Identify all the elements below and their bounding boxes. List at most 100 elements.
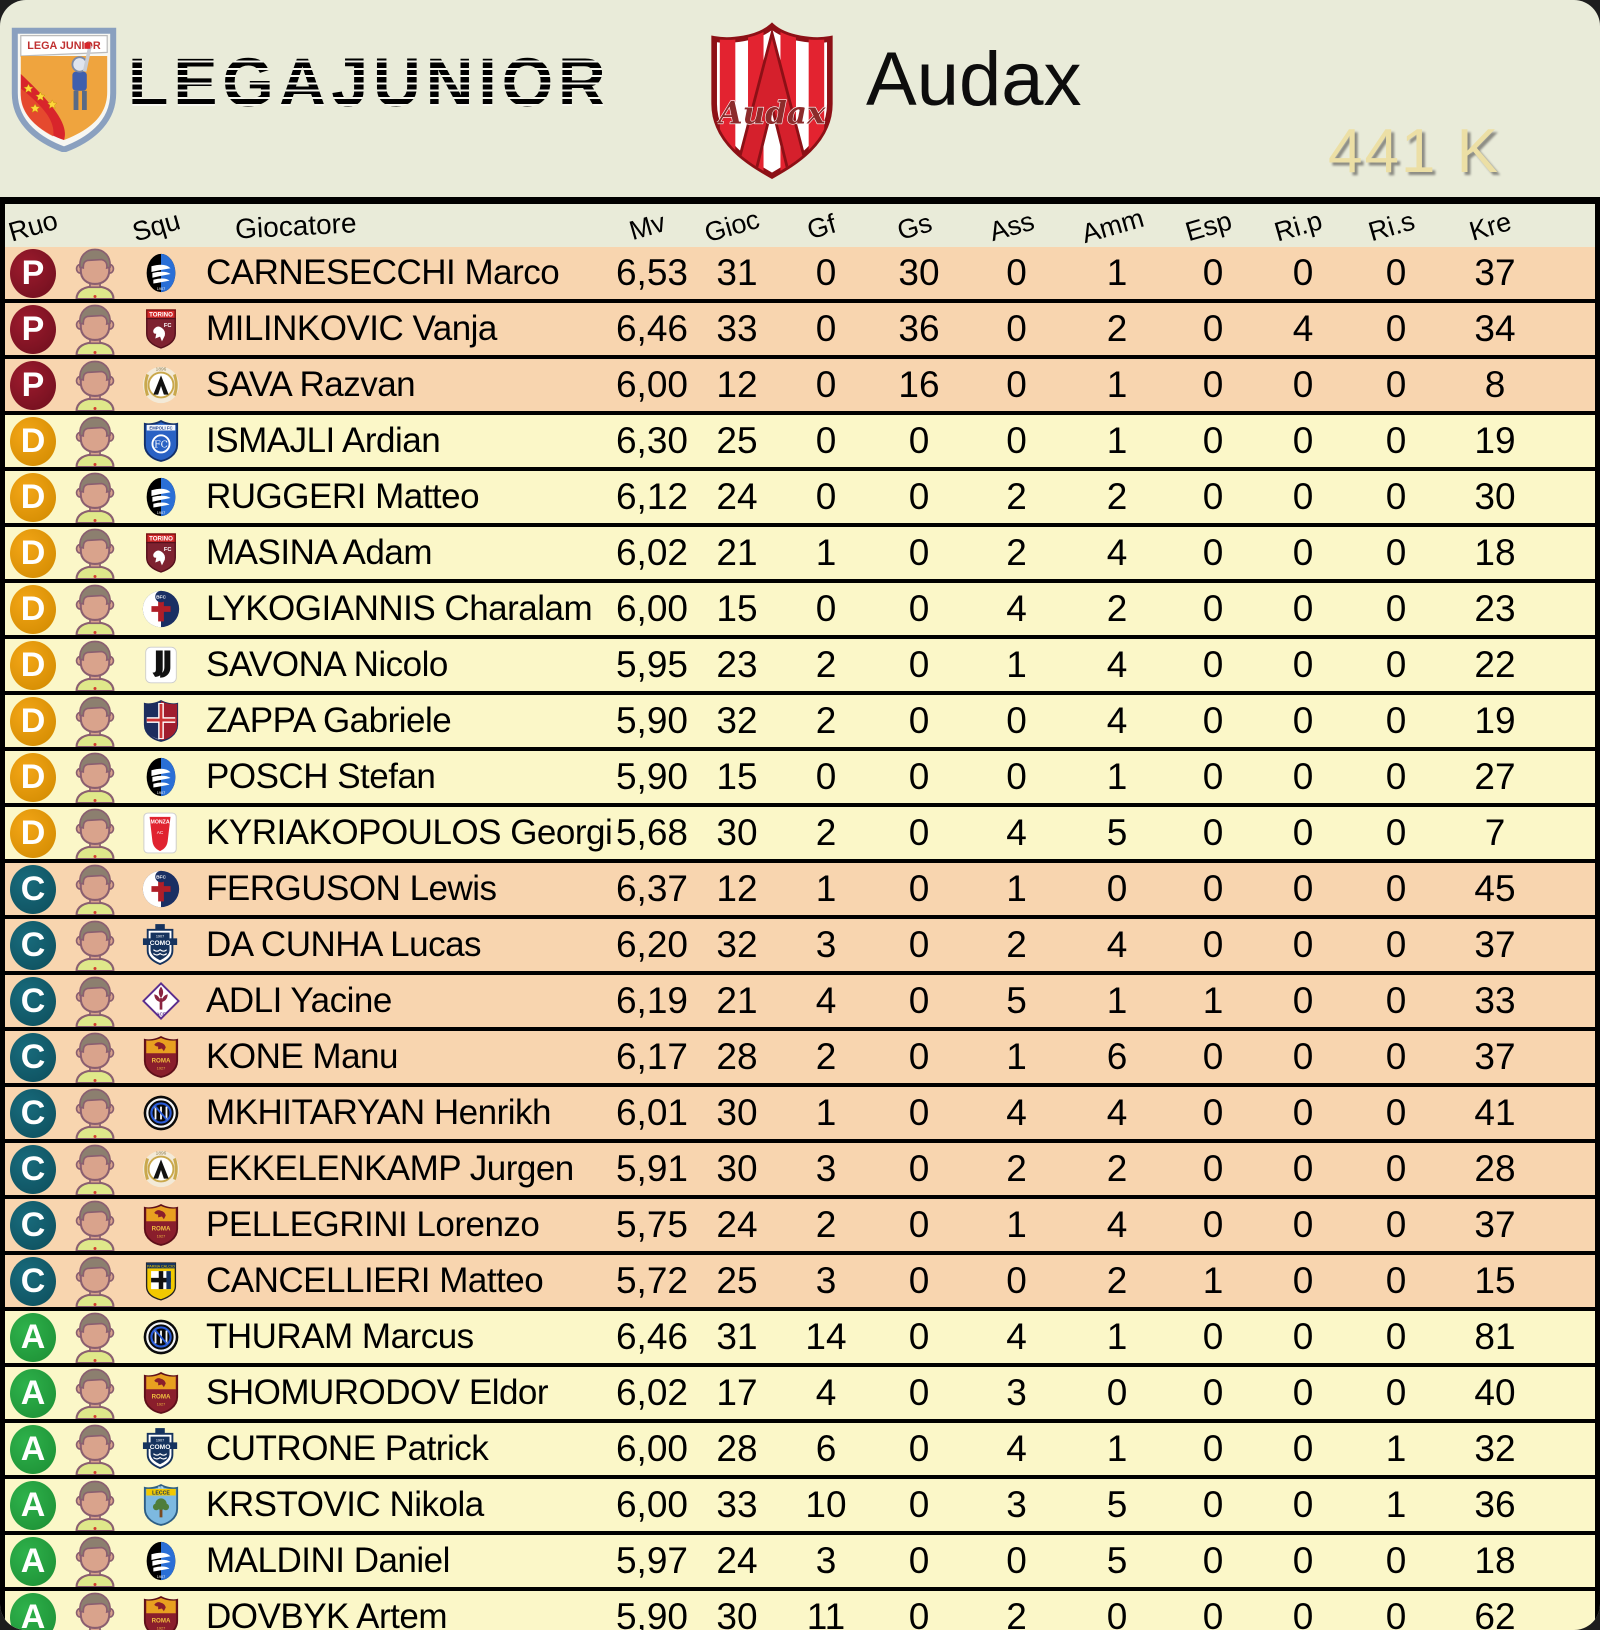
player-avatar-icon <box>60 1031 130 1083</box>
juventus-crest-icon <box>130 639 192 691</box>
stat-ris: 1 <box>1385 1484 1407 1525</box>
svg-text:1907: 1907 <box>157 511 165 515</box>
stat-gs: 0 <box>908 868 930 909</box>
table-row[interactable]: D 1907 POSCH Stefan 5,90 15 0 0 0 1 0 0 0 27 <box>5 747 1595 803</box>
stat-mv: 6,00 <box>615 588 688 629</box>
table-row[interactable]: C ROMA 1927 KONE Manu 6,17 28 2 0 1 6 0 0 0 37 <box>5 1027 1595 1083</box>
svg-text:COMO: COMO <box>150 1444 171 1451</box>
stat-ass: 0 <box>1006 308 1027 349</box>
player-avatar-icon <box>60 1255 130 1307</box>
stat-kre: 45 <box>1474 868 1516 909</box>
role-badge-a: A <box>10 1592 56 1630</box>
stat-kre: 27 <box>1474 756 1516 797</box>
table-row[interactable]: C ROMA 1927 PELLEGRINI Lorenzo 5,75 24 2 0 1 4 0 0… <box>5 1195 1595 1251</box>
table-row[interactable]: C 1907 COMO DA CUNHA Lucas 6,20 32 3 0 2 4 0 0 0 37 <box>5 915 1595 971</box>
stat-esp: 0 <box>1202 1204 1224 1245</box>
col-end-spacer <box>1547 204 1595 247</box>
stat-gf: 4 <box>815 1372 837 1413</box>
stat-gf: 0 <box>815 588 837 629</box>
stat-mv: 5,90 <box>615 700 688 741</box>
stat-ris: 0 <box>1385 364 1407 405</box>
svg-text:ROMA: ROMA <box>152 1226 171 1233</box>
torino-crest-icon: TORINO FC <box>130 527 192 579</box>
table-row[interactable]: C PARMA CALCIO CANCELLIERI Matteo 5,72 25 3 0… <box>5 1251 1595 1307</box>
role-cell: C <box>5 1200 60 1250</box>
stat-amm: 2 <box>1106 308 1128 349</box>
table-row[interactable]: A LECCE U.S. KRSTOVIC Nikola 6,00 33 10 0 3 5 0 0 1… <box>5 1475 1595 1531</box>
table-row[interactable]: C 1896 EKKELENKAMP Jurgen 5,91 30 3 0 2 2 0 0 0 28 <box>5 1139 1595 1195</box>
stat-gs: 0 <box>908 532 930 573</box>
stat-esp: 0 <box>1202 1036 1224 1077</box>
stat-rip: 0 <box>1292 980 1314 1021</box>
stat-gs: 0 <box>908 1204 930 1245</box>
table-row[interactable]: D ZAPPA Gabriele 5,90 32 2 0 0 4 0 0 0 19 <box>5 691 1595 747</box>
stat-rip: 0 <box>1292 1260 1314 1301</box>
stat-rip: 0 <box>1292 252 1314 293</box>
player-name: MALDINI Daniel <box>206 1541 450 1580</box>
player-name: ISMAJLI Ardian <box>206 421 441 460</box>
stat-gf: 0 <box>815 308 837 349</box>
stat-gioc: 30 <box>716 1092 758 1133</box>
stat-mv: 5,97 <box>615 1540 688 1581</box>
table-row[interactable]: A ROMA 1927 DOVBYK Artem 5,90 30 11 0 2 0 0 0 0 62 <box>5 1587 1595 1630</box>
role-cell: C <box>5 864 60 914</box>
audax-crest-icon: Audax <box>708 22 836 185</box>
player-avatar-icon <box>60 415 130 467</box>
table-row[interactable]: D EMPOLI FC FC ISMAJLI Ardian 6,30 25 0 0 0 1 0 0 0… <box>5 411 1595 467</box>
table-row[interactable]: A 1907 COMO CUTRONE Patrick 6,00 28 6 0 4 1 0 0 1 32 <box>5 1419 1595 1475</box>
stat-amm: 4 <box>1106 924 1128 965</box>
col-ass: Ass <box>985 205 1038 248</box>
table-row[interactable]: D 1907 RUGGERI Matteo 6,12 24 0 0 2 2 0 0 0 30 <box>5 467 1595 523</box>
table-row[interactable]: P 1896 SAVA Razvan 6,00 12 0 16 0 1 0 0 0 8 <box>5 355 1595 411</box>
stat-gs: 0 <box>908 588 930 629</box>
table-row[interactable]: A ROMA 1927 SHOMURODOV Eldor 6,02 17 4 0 3 0 0 0 0 4… <box>5 1363 1595 1419</box>
table-row[interactable]: D BFC LYKOGIANNIS Charalam 6,00 15 0 0 4 2 0 0 0 23 <box>5 579 1595 635</box>
role-badge-a: A <box>10 1480 56 1530</box>
role-badge-c: C <box>10 1256 56 1306</box>
player-avatar-icon <box>60 807 130 859</box>
table-row[interactable]: A THURAM Marcus 6,46 31 14 0 4 1 0 0 0 81 <box>5 1307 1595 1363</box>
stat-rip: 0 <box>1292 532 1314 573</box>
stat-gioc: 30 <box>716 1148 758 1189</box>
stat-ass: 1 <box>1006 1036 1027 1077</box>
stat-gs: 0 <box>908 644 930 685</box>
player-avatar-icon <box>60 639 130 691</box>
table-row[interactable]: C BFC FERGUSON Lewis 6,37 12 1 0 1 0 0 0 0 45 <box>5 859 1595 915</box>
stat-ass: 2 <box>1006 1596 1027 1630</box>
stat-mv: 6,12 <box>615 476 688 517</box>
stat-gs: 0 <box>908 924 930 965</box>
svg-text:ACF: ACF <box>156 1011 166 1017</box>
stat-gf: 4 <box>815 980 837 1021</box>
stat-ris: 0 <box>1385 980 1407 1021</box>
svg-text:1927: 1927 <box>157 1066 165 1070</box>
table-row[interactable]: C ACF ADLI Yacine 6,19 21 4 0 5 1 1 0 0 33 <box>5 971 1595 1027</box>
table-row[interactable]: D TORINO FC MASINA Adam 6,02 21 1 0 2 4 0 0 0 18 <box>5 523 1595 579</box>
stat-kre: 81 <box>1474 1316 1516 1357</box>
stat-gf: 0 <box>815 756 837 797</box>
col-squ: Squ <box>129 205 184 248</box>
table-row[interactable]: D SAVONA Nicolo 5,95 23 2 0 1 4 0 0 0 22 <box>5 635 1595 691</box>
role-cell: A <box>5 1368 60 1418</box>
stat-gf: 2 <box>815 812 837 853</box>
svg-text:ROMA: ROMA <box>152 1058 171 1065</box>
svg-text:1907: 1907 <box>157 1575 165 1579</box>
table-row[interactable]: A 1907 MALDINI Daniel 5,97 24 3 0 0 5 0 0 0 18 <box>5 1531 1595 1587</box>
stat-mv: 6,17 <box>615 1036 688 1077</box>
stat-gs: 0 <box>908 812 930 853</box>
stat-ass: 3 <box>1006 1484 1027 1525</box>
table-row[interactable]: D MONZA AC KYRIAKOPOULOS Georgi 5,68 30 2 0 4 5 0… <box>5 803 1595 859</box>
role-cell: C <box>5 1256 60 1306</box>
col-gs: Gs <box>893 207 936 246</box>
stat-mv: 6,46 <box>615 1316 688 1357</box>
table-row[interactable]: C MKHITARYAN Henrikh 6,01 30 1 0 4 4 0 0 0 41 <box>5 1083 1595 1139</box>
table-row[interactable]: P 1907 CARNESECCHI Marco 6,53 31 0 30 0 1 0 0 0 37 <box>5 247 1595 299</box>
como-crest-icon: 1907 COMO <box>130 919 192 971</box>
table-row[interactable]: P TORINO FC MILINKOVIC Vanja 6,46 33 0 36 0 2 0 4 0… <box>5 299 1595 355</box>
monza-crest-icon: MONZA AC <box>130 807 192 859</box>
stat-gf: 1 <box>815 532 837 573</box>
stat-amm: 0 <box>1106 1596 1128 1630</box>
svg-text:FC: FC <box>164 547 172 553</box>
stat-kre: 37 <box>1474 1204 1516 1245</box>
team-title: Audax <box>866 37 1082 122</box>
stat-rip: 0 <box>1292 1596 1314 1630</box>
